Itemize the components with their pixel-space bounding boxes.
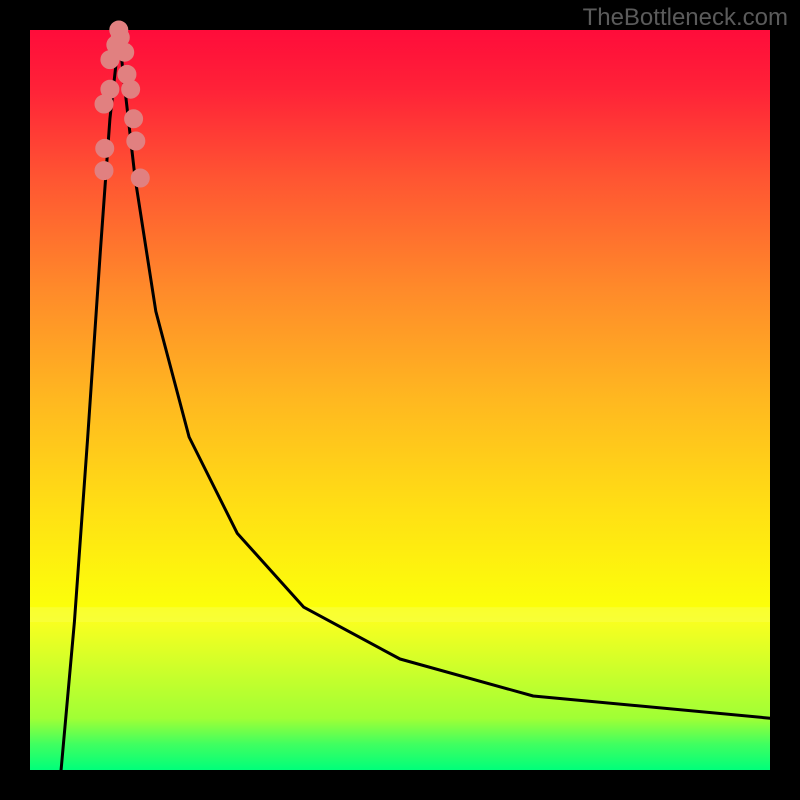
data-marker xyxy=(95,162,113,180)
data-marker xyxy=(127,132,145,150)
data-marker xyxy=(101,80,119,98)
highlight-band xyxy=(30,607,770,622)
chart-svg xyxy=(0,0,800,800)
data-marker xyxy=(96,139,114,157)
data-marker xyxy=(110,21,128,39)
data-marker xyxy=(125,110,143,128)
data-marker xyxy=(131,169,149,187)
chart-stage: TheBottleneck.com xyxy=(0,0,800,800)
data-marker xyxy=(116,43,134,61)
data-marker xyxy=(118,65,136,83)
watermark-text: TheBottleneck.com xyxy=(583,4,788,32)
